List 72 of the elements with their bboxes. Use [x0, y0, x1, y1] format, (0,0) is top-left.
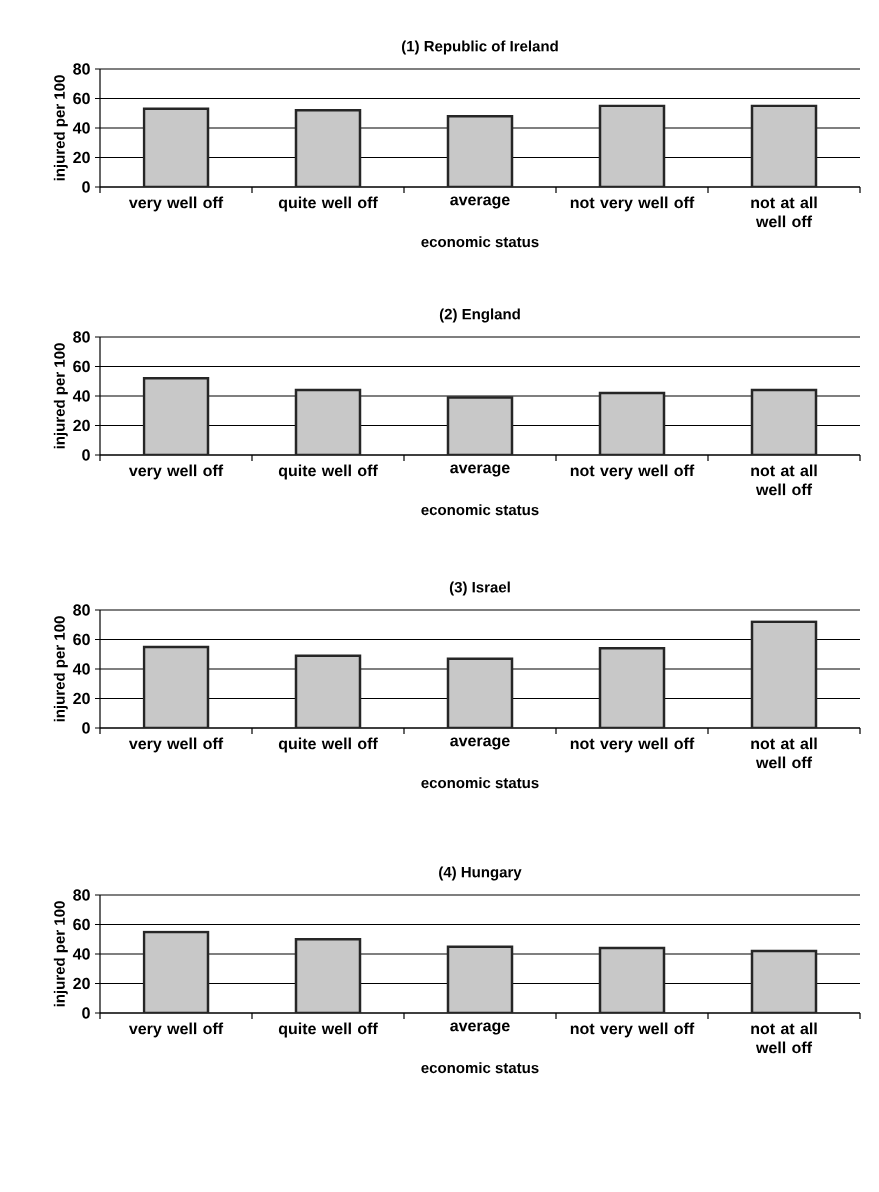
- y-tick-label: 20: [73, 419, 90, 432]
- x-axis-title: economic status: [421, 1062, 539, 1074]
- x-tick-label: not very well off: [570, 196, 695, 212]
- x-tick-label: very well off: [128, 464, 224, 480]
- y-tick-label: 40: [72, 390, 90, 402]
- x-tick-label: not very well off: [570, 1022, 695, 1038]
- bar: [294, 109, 362, 187]
- y-tick-label: 40: [72, 948, 90, 960]
- bar: [750, 620, 818, 728]
- bar: [750, 388, 818, 455]
- x-tick-label: not at all well off: [751, 196, 817, 228]
- chart-title: (4) Hungary: [439, 866, 522, 881]
- y-tick-label: 80: [73, 889, 90, 901]
- x-tick-label: not at all well off: [751, 464, 817, 496]
- x-tick-label: not at all well off: [751, 1022, 817, 1054]
- y-tick-label: 80: [73, 331, 90, 343]
- y-axis-title: injured per 100: [53, 901, 68, 1007]
- bar: [446, 114, 514, 187]
- chart-title: (1) Republic of Ireland: [402, 40, 558, 55]
- y-tick-label: 40: [72, 663, 90, 675]
- bar: [598, 647, 666, 728]
- y-axis-title: injured per 100: [53, 75, 68, 181]
- bar: [598, 946, 666, 1013]
- y-tick-label: 60: [73, 918, 90, 931]
- y-axis-title: injured per 100: [53, 343, 68, 449]
- bar: [294, 388, 362, 455]
- bar: [598, 391, 666, 455]
- y-tick-label: 0: [82, 1007, 90, 1019]
- y-tick-label: 20: [73, 977, 90, 990]
- x-tick-label: not very well off: [570, 737, 695, 753]
- x-tick-label: average: [450, 464, 510, 477]
- x-tick-label: average: [450, 737, 510, 750]
- y-tick-label: 20: [73, 151, 90, 164]
- y-tick-label: 0: [82, 722, 90, 734]
- bar: [142, 377, 210, 455]
- bar: [750, 104, 818, 187]
- y-tick-label: 80: [73, 63, 90, 75]
- bar: [294, 938, 362, 1013]
- x-axis-title: economic status: [421, 236, 539, 248]
- y-tick-label: 60: [73, 92, 90, 105]
- y-tick-label: 60: [73, 360, 90, 373]
- bar: [446, 657, 514, 728]
- y-tick-label: 80: [73, 604, 90, 616]
- bar: [446, 396, 514, 455]
- x-tick-label: quite well off: [278, 1022, 378, 1038]
- x-tick-label: quite well off: [278, 464, 378, 480]
- bar: [750, 949, 818, 1013]
- x-tick-label: not at all well off: [751, 737, 817, 769]
- bar: [142, 645, 210, 728]
- x-axis-title: economic status: [421, 777, 539, 789]
- bar: [294, 654, 362, 728]
- x-tick-label: quite well off: [278, 196, 378, 212]
- y-tick-label: 20: [73, 692, 90, 705]
- bar: [142, 107, 210, 187]
- x-tick-label: not very well off: [570, 464, 695, 480]
- y-tick-label: 40: [72, 122, 90, 134]
- y-tick-label: 0: [82, 449, 90, 461]
- chart-title: (3) Israel: [449, 581, 510, 596]
- y-tick-label: 0: [82, 181, 90, 193]
- x-tick-label: very well off: [128, 1022, 224, 1038]
- y-axis-title: injured per 100: [53, 616, 68, 722]
- chart-title: (2) England: [439, 308, 520, 323]
- x-tick-label: average: [450, 196, 510, 209]
- bar: [598, 104, 666, 187]
- x-tick-label: very well off: [128, 737, 224, 753]
- y-tick-label: 60: [73, 633, 90, 646]
- bar: [142, 930, 210, 1013]
- bar: [446, 945, 514, 1013]
- x-tick-label: very well off: [128, 196, 224, 212]
- x-tick-label: average: [450, 1022, 510, 1035]
- x-axis-title: economic status: [421, 504, 539, 516]
- x-tick-label: quite well off: [278, 737, 378, 753]
